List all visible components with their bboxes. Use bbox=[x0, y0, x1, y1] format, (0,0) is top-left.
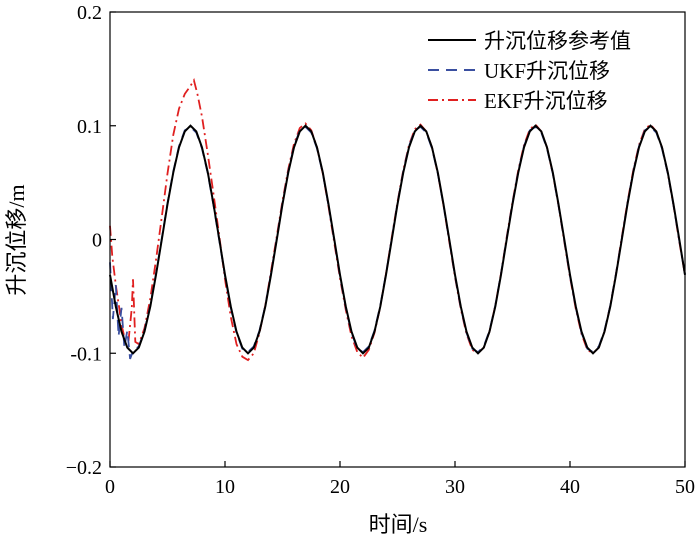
legend-label-ekf: EKF升沉位移 bbox=[484, 89, 608, 113]
legend: 升沉位移参考值 UKF升沉位移 EKF升沉位移 bbox=[428, 29, 631, 113]
tick-layer: 0 10 20 30 40 50 −0.2 -0.1 0 0.1 0.2 bbox=[66, 2, 695, 498]
x-tick-label: 50 bbox=[675, 476, 695, 498]
series-layer bbox=[109, 78, 686, 362]
y-tick-label: -0.1 bbox=[70, 343, 102, 365]
y-tick-label: 0 bbox=[92, 230, 102, 252]
x-tick-label: 10 bbox=[215, 476, 235, 498]
series-line-2 bbox=[109, 78, 686, 362]
y-tick-label: 0.1 bbox=[77, 116, 102, 138]
x-tick-label: 20 bbox=[330, 476, 350, 498]
y-axis-label: 升沉位移/m bbox=[4, 184, 29, 295]
legend-label-ukf: UKF升沉位移 bbox=[484, 59, 610, 83]
y-tick-label: 0.2 bbox=[77, 2, 102, 24]
series-line-0 bbox=[109, 124, 686, 355]
x-tick-label: 30 bbox=[445, 476, 465, 498]
legend-label-reference: 升沉位移参考值 bbox=[484, 29, 631, 53]
x-axis-label: 时间/s bbox=[369, 512, 428, 537]
x-tick-label: 40 bbox=[560, 476, 580, 498]
x-tick-label: 0 bbox=[105, 476, 115, 498]
series-line-1 bbox=[109, 125, 686, 360]
y-tick-label: −0.2 bbox=[66, 457, 102, 479]
